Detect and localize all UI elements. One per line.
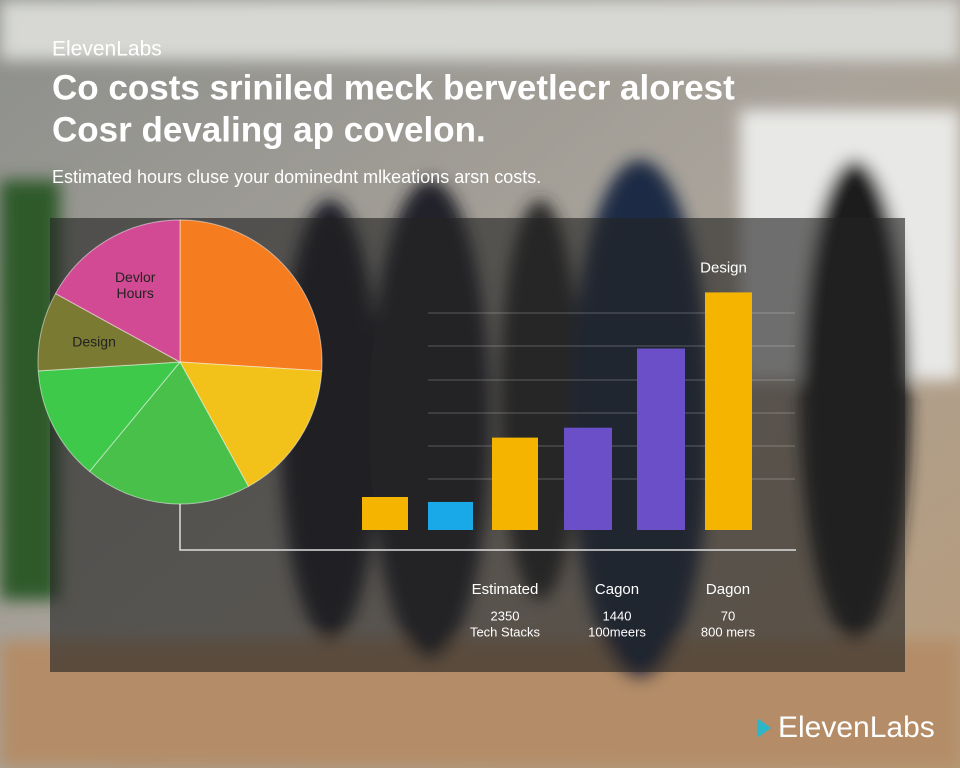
bar — [564, 427, 612, 530]
group-value: 1440 — [603, 608, 632, 623]
group-title: Estimated — [472, 581, 539, 598]
pie-slice — [179, 219, 323, 372]
bar — [362, 497, 408, 530]
pie-slice — [179, 361, 323, 488]
pie-label: Design — [72, 333, 116, 349]
pie-slice — [37, 292, 182, 372]
group-value: 2350 — [491, 608, 520, 623]
bar — [428, 501, 473, 530]
group-sub: 800 mers — [701, 624, 756, 639]
pie-label: Devlor Hours — [115, 269, 156, 301]
title: Co costs sriniled meck bervetlecr alores… — [52, 68, 735, 107]
bar — [492, 437, 538, 530]
bar — [637, 348, 685, 530]
logo-text: ElevenLabs — [778, 711, 935, 744]
group-sub: 100meers — [588, 624, 646, 639]
group-title: Cagon — [595, 581, 639, 598]
subtitle: Estimated hours cluse your dominednt mlk… — [52, 167, 541, 187]
bar-annotation: Design — [700, 259, 747, 276]
group-title: Dagon — [706, 581, 750, 598]
group-sub: Tech Stacks — [470, 624, 541, 639]
pie-slice — [37, 361, 182, 473]
brand: ElevenLabs — [52, 38, 162, 61]
bar — [705, 292, 752, 530]
axis — [179, 495, 796, 551]
title: Cosr devaling ap covelon. — [52, 110, 486, 149]
pie-slice — [54, 219, 181, 363]
pie-slice — [88, 361, 250, 505]
group-value: 70 — [721, 608, 735, 623]
logo: ElevenLabs — [757, 711, 935, 744]
